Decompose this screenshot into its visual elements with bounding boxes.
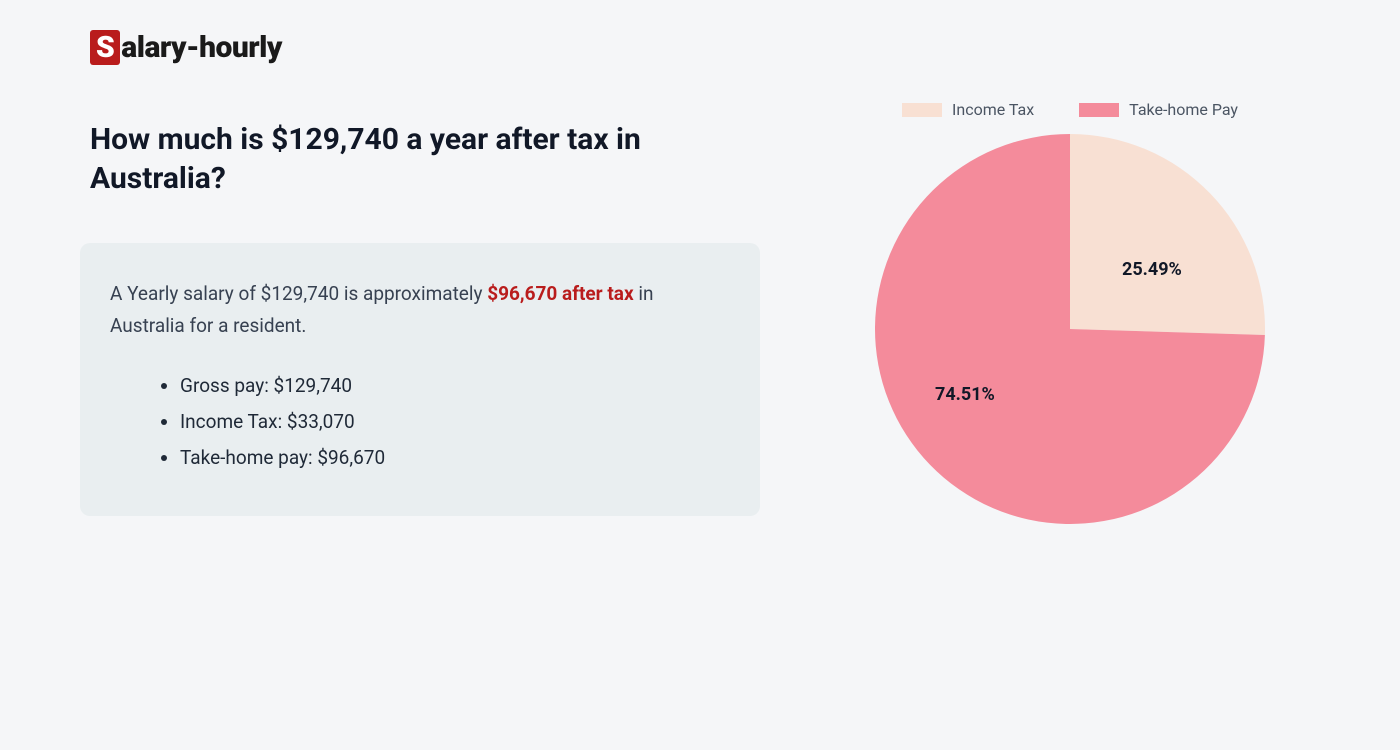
page-title: How much is $129,740 a year after tax in… <box>80 120 760 198</box>
main-content: How much is $129,740 a year after tax in… <box>80 120 1320 524</box>
summary-box: A Yearly salary of $129,740 is approxima… <box>80 243 760 516</box>
summary-text: A Yearly salary of $129,740 is approxima… <box>110 278 730 343</box>
breakdown-list: Gross pay: $129,740 Income Tax: $33,070 … <box>110 368 730 476</box>
summary-pre: A Yearly salary of $129,740 is approxima… <box>110 282 487 305</box>
right-column: Income Tax Take-home Pay 25.49% 74.51% <box>820 120 1320 524</box>
list-item: Income Tax: $33,070 <box>180 404 730 440</box>
legend-item-income-tax: Income Tax <box>902 100 1034 119</box>
legend-label: Income Tax <box>952 100 1034 119</box>
summary-highlight: $96,670 after tax <box>487 282 633 305</box>
site-logo: Salary-hourly <box>90 30 1320 65</box>
pie-chart: 25.49% 74.51% <box>875 134 1265 524</box>
logo-rest: alary-hourly <box>121 30 282 65</box>
chart-legend: Income Tax Take-home Pay <box>902 100 1238 119</box>
logo-initial: S <box>90 30 120 65</box>
slice-label-take-home: 74.51% <box>935 384 995 405</box>
left-column: How much is $129,740 a year after tax in… <box>80 120 760 524</box>
pie-svg <box>875 134 1265 524</box>
legend-item-take-home: Take-home Pay <box>1079 100 1238 119</box>
legend-swatch <box>902 103 942 117</box>
list-item: Gross pay: $129,740 <box>180 368 730 404</box>
slice-label-income-tax: 25.49% <box>1122 259 1182 280</box>
legend-label: Take-home Pay <box>1129 100 1238 119</box>
list-item: Take-home pay: $96,670 <box>180 440 730 476</box>
legend-swatch <box>1079 103 1119 117</box>
